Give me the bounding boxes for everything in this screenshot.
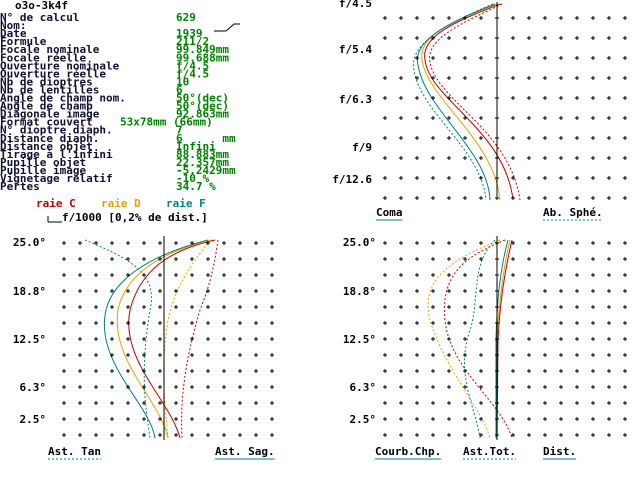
x-label: Ab. Sphé. — [543, 206, 603, 219]
param-value: 629 — [176, 11, 196, 24]
param-label: Focale nominale — [0, 43, 100, 56]
x-label: Ast. Tan — [48, 445, 101, 458]
param-label: Pertes — [0, 180, 40, 193]
window-title: o3o-3k4f — [15, 0, 68, 12]
coma-curves — [412, 3, 521, 201]
param-value: 34.7 % — [176, 180, 216, 193]
param-value: f/4.5 — [176, 59, 209, 72]
y-label: f/4.5 — [339, 0, 372, 10]
scale-note: f/1000 [0,2% de dist.] — [62, 211, 208, 224]
x-label: Ast. Sag. — [215, 445, 275, 458]
param-label: Distance diaph. — [0, 132, 99, 145]
y-label: 12.5° — [13, 333, 46, 346]
y-label: f/9 — [352, 141, 372, 154]
x-label: Courb.Chp. — [375, 445, 441, 458]
param-value: 6 — [176, 83, 183, 96]
param-value: 50°(dec) — [176, 100, 229, 113]
y-label: 2.5° — [350, 413, 377, 426]
param-value: f/4.5 — [176, 67, 209, 80]
param-value: 1939 — [176, 27, 203, 40]
legend-entry: raie F — [166, 197, 206, 210]
y-label: 18.8° — [13, 285, 46, 298]
param-label: Vignetage relatif — [0, 172, 113, 185]
y-label: 2.5° — [20, 413, 47, 426]
legend-entry: raie D — [101, 197, 141, 210]
param-value: 22.357mm — [176, 156, 229, 169]
param-value: 10 — [176, 75, 189, 88]
param-label: Nb de lentilles — [0, 83, 99, 96]
x-label: Dist. — [543, 445, 576, 458]
name-icon — [214, 23, 240, 32]
param-label: N° dioptre diaph. — [0, 124, 113, 137]
y-label: f/6.3 — [339, 93, 372, 106]
param-label: Format couvert — [0, 116, 93, 129]
param-label: Date — [0, 27, 27, 40]
param-label: Angle de champ nom. — [0, 92, 126, 105]
param-value: 53x78mm (66mm) — [120, 116, 213, 129]
x-label: Coma — [376, 206, 403, 219]
param-label: Tirage à l'infini — [0, 148, 113, 161]
param-label: Nb de dioptres — [0, 75, 93, 88]
x-label: Ast.Tot. — [463, 445, 516, 458]
param-value: 211/2 — [176, 35, 209, 48]
astig-curves — [84, 239, 219, 439]
param-label: N° de calcul — [0, 11, 79, 24]
param-label: Distance objet — [0, 140, 93, 153]
legend-entry: raie C — [36, 197, 76, 210]
y-label: f/12.6 — [332, 173, 372, 186]
param-value: 88.883mm — [176, 148, 229, 161]
param-value: 99.849mm — [176, 43, 229, 56]
y-label: 18.8° — [343, 285, 376, 298]
param-label: Ouverture nominale — [0, 59, 120, 72]
param-value: 92.863mm — [176, 108, 229, 121]
param-value: -10 % — [176, 172, 209, 185]
param-label: Pupille image — [0, 164, 86, 177]
param-label: Formule — [0, 35, 47, 48]
param-value: 50°(dec) — [176, 92, 229, 105]
y-label: 6.3° — [350, 381, 377, 394]
param-value: 6 mm — [176, 132, 236, 145]
y-label: 25.0° — [343, 236, 376, 249]
y-label: f/5.4 — [339, 43, 372, 56]
param-label: Nom: — [0, 19, 27, 32]
param-value: -5.2429mm — [176, 164, 236, 177]
y-label: 12.5° — [343, 333, 376, 346]
param-label: Diagonale image — [0, 108, 100, 121]
param-label: Focale réelle — [0, 51, 86, 64]
param-label: Pupille objet — [0, 156, 86, 169]
param-value: Infini — [176, 140, 216, 153]
param-value: 99.688mm — [176, 51, 229, 64]
param-value: 7 — [176, 124, 183, 137]
field-curves — [427, 239, 513, 439]
y-label: 6.3° — [20, 381, 47, 394]
y-label: 25.0° — [13, 236, 46, 249]
param-label: Ouverture réelle — [0, 67, 106, 80]
param-label: Angle de champ — [0, 100, 93, 113]
